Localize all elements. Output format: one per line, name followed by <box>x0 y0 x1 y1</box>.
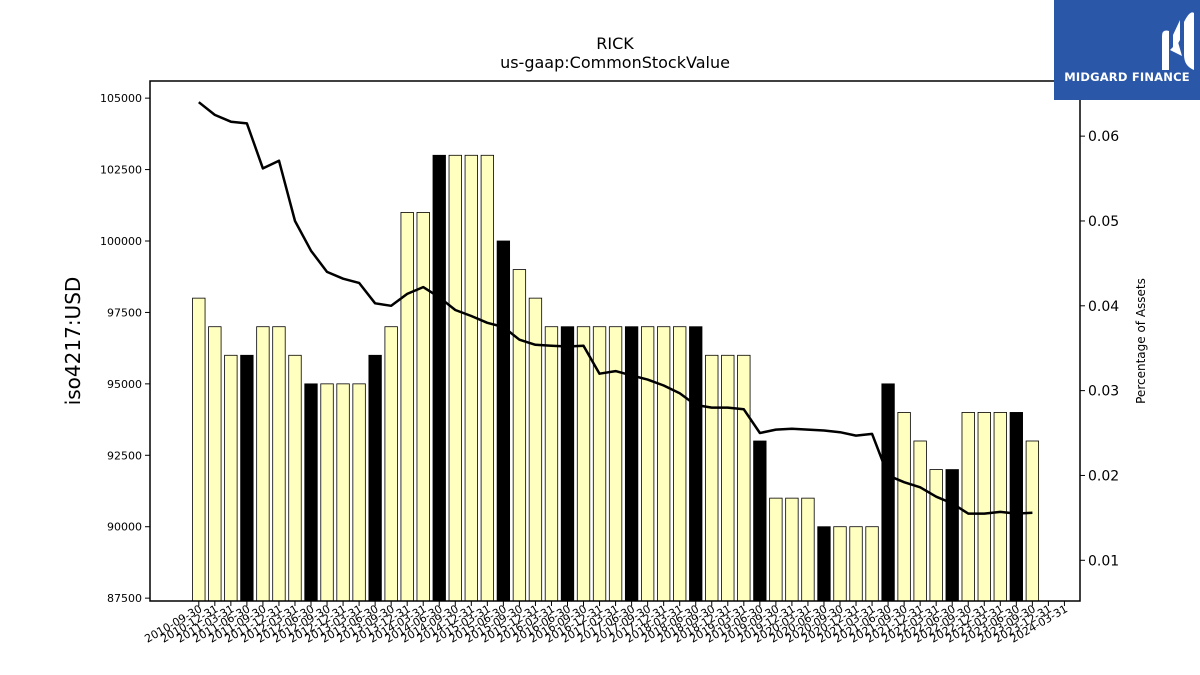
bar <box>336 383 350 602</box>
bar <box>384 326 398 602</box>
ratio-line <box>198 101 1033 515</box>
bar <box>496 240 511 602</box>
bar <box>977 412 991 602</box>
y-tick-label: 92500 <box>107 449 142 462</box>
y-tick-label: 100000 <box>100 235 142 248</box>
y-tick-label: 97500 <box>107 306 142 319</box>
bar <box>961 412 975 602</box>
bar <box>865 526 879 602</box>
bar <box>544 326 559 602</box>
bar <box>192 297 206 602</box>
bar-group <box>192 154 1040 602</box>
y-tick-label: 90000 <box>107 521 142 534</box>
bar <box>689 326 703 602</box>
bar <box>945 469 959 602</box>
left-axis: 87500 90000 92500 95000 97500 100000 102500 105… <box>100 92 150 605</box>
bar <box>705 354 719 602</box>
bar <box>208 326 222 602</box>
bar <box>480 154 494 602</box>
bar <box>929 469 943 602</box>
bar <box>817 526 831 602</box>
bar <box>881 383 895 602</box>
y2-tick-label: 0.05 <box>1088 214 1119 230</box>
y-tick-label: 102500 <box>100 164 142 177</box>
bar <box>640 326 655 602</box>
bar <box>224 354 238 602</box>
y2-axis-label: Percentage of Assets <box>1134 278 1148 404</box>
bar <box>448 154 462 602</box>
bar <box>913 440 927 602</box>
bar <box>240 354 254 602</box>
bar <box>560 326 575 602</box>
bar <box>657 326 671 602</box>
bar <box>833 526 847 602</box>
chart-title: RICK <box>596 34 634 53</box>
bar <box>753 440 767 602</box>
bar <box>512 269 527 602</box>
bar <box>1025 440 1040 602</box>
y-tick-label: 87500 <box>107 592 142 605</box>
plot-frame <box>149 80 1081 602</box>
bar <box>897 412 911 602</box>
bar <box>1009 412 1023 602</box>
bar <box>769 497 783 602</box>
bottom-axis: 2010-09-302010-12-312011-03-312011-06-30… <box>142 601 1070 646</box>
bar <box>993 412 1007 602</box>
chart-subtitle: us-gaap:CommonStockValue <box>500 53 730 72</box>
y2-tick-label: 0.06 <box>1088 129 1119 145</box>
midgard-logo-icon <box>1162 12 1194 70</box>
bar <box>849 526 863 602</box>
y2-tick-label: 0.02 <box>1088 468 1119 484</box>
bar <box>368 354 382 602</box>
bar <box>624 326 639 602</box>
bar <box>416 212 430 602</box>
y2-tick-label: 0.03 <box>1088 384 1119 400</box>
bar <box>801 497 815 602</box>
bar <box>608 326 623 602</box>
bar <box>256 326 270 602</box>
y-tick-label: 95000 <box>107 378 142 391</box>
bar <box>785 497 799 602</box>
bar <box>673 326 687 602</box>
bar <box>464 154 478 602</box>
y-axis-label: iso4217:USD <box>61 277 85 406</box>
bar <box>721 354 735 602</box>
y2-tick-label: 0.01 <box>1088 553 1119 569</box>
bar <box>352 383 366 602</box>
bar <box>304 383 318 602</box>
bar <box>272 326 286 602</box>
y-tick-label: 105000 <box>100 92 142 105</box>
bar <box>576 326 591 602</box>
bar <box>400 212 414 602</box>
ratio-line-group <box>198 101 1033 515</box>
bar <box>288 354 302 602</box>
brand-logo: MIDGARD FINANCE <box>1054 0 1200 100</box>
bar <box>432 154 446 602</box>
bar <box>737 354 751 602</box>
bar <box>320 383 334 602</box>
brand-name: MIDGARD FINANCE <box>1064 70 1190 84</box>
right-axis: 0.01 0.02 0.03 0.04 0.05 0.06 <box>1080 129 1119 569</box>
y2-tick-label: 0.04 <box>1088 299 1119 315</box>
